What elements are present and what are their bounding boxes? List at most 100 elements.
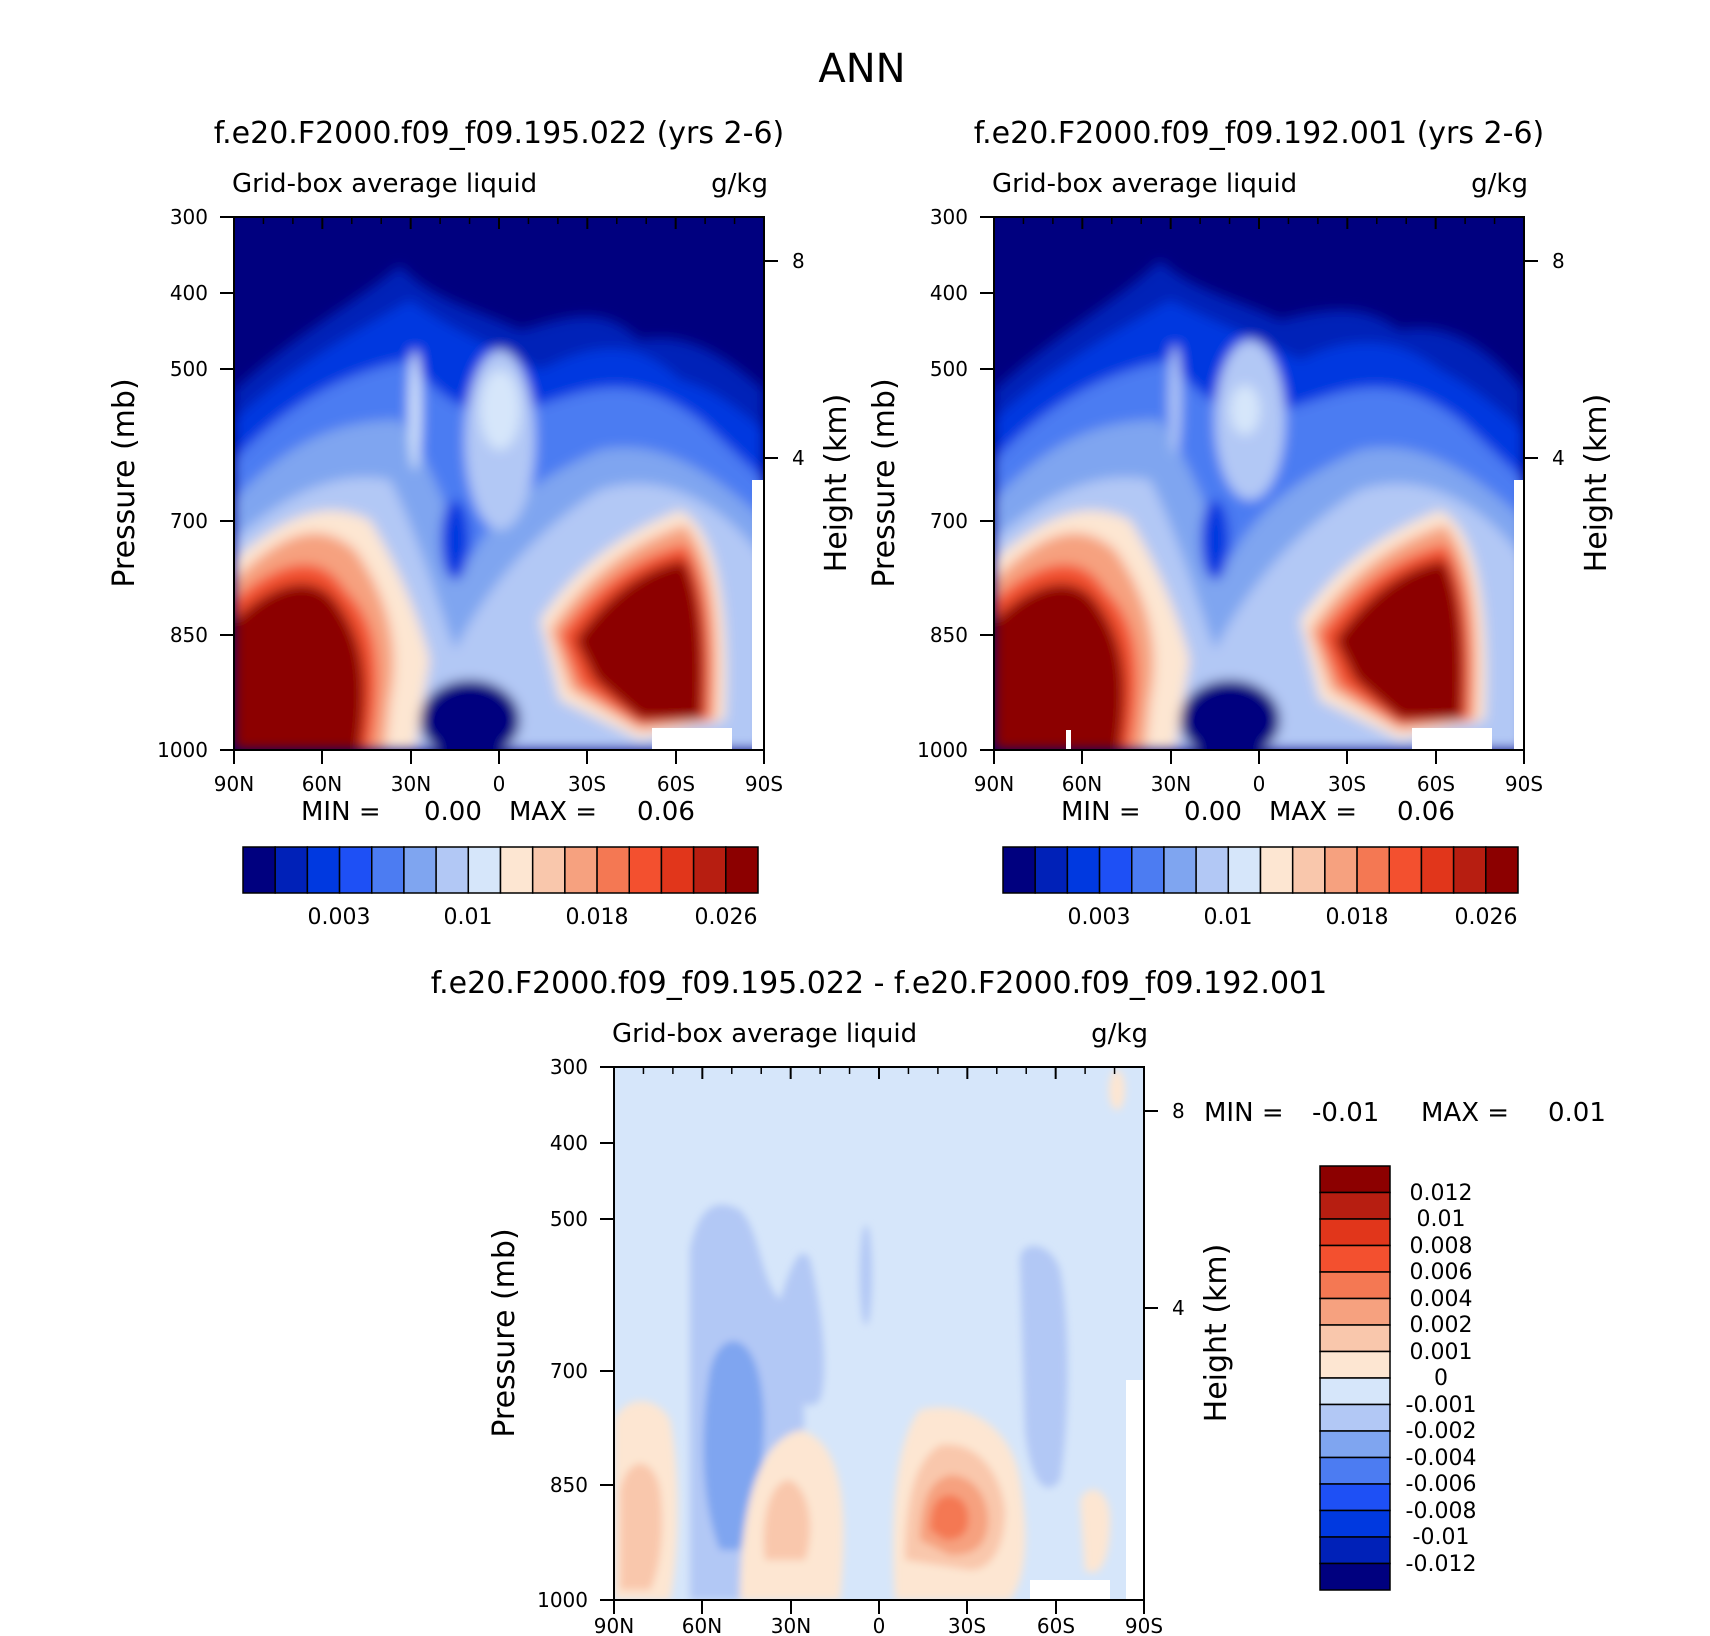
panel-c-ytick-850: 850 <box>550 1473 588 1497</box>
colorbar-swatch-0 <box>1319 1165 1391 1194</box>
panel-b-cbar-label-0: 0.003 <box>1068 905 1131 930</box>
colorbar-swatch-0 <box>1002 846 1036 894</box>
colorbar-swatch-11 <box>1356 846 1390 894</box>
panel-b-ytick-500: 500 <box>930 357 968 381</box>
panel-b-x-axis: 90N 60N 30N 0 30S 60S 90S <box>974 750 1543 796</box>
colorbar-swatch-1 <box>1319 1191 1391 1220</box>
colorbar-swatch-5 <box>403 846 437 894</box>
colorbar-swatch-8 <box>499 846 534 894</box>
panel-a-minmax: MIN = 0.00 MAX = 0.06 <box>301 797 695 827</box>
panel-a-min-label: MIN = <box>301 797 381 827</box>
panel-a-x-axis: 90N 60N 30N 0 30S 60S 90S <box>214 750 783 796</box>
panel-c-cbar-label-14: -0.012 <box>1406 1552 1477 1577</box>
panel-a-y2-axis: 8 4 <box>764 249 805 470</box>
colorbar-swatch-2 <box>1319 1218 1391 1247</box>
panel-b-ytick-400: 400 <box>930 281 968 305</box>
colorbar-swatch-13 <box>1319 1509 1391 1538</box>
colorbar-swatch-14 <box>1319 1536 1391 1565</box>
panel-a-y-axis: 300 400 500 700 850 1000 <box>157 205 234 762</box>
colorbar-swatch-6 <box>1319 1324 1391 1353</box>
panel-a-contour-field <box>234 217 764 750</box>
panel-c-ytick-700: 700 <box>550 1359 588 1383</box>
colorbar-swatch-12 <box>628 846 663 894</box>
panel-a-xtick-90n: 90N <box>214 772 254 796</box>
panel-a-ytick-850: 850 <box>170 623 208 647</box>
panel-b-ytick-700: 700 <box>930 509 968 533</box>
panel-b-xtick-60n: 60N <box>1062 772 1102 796</box>
colorbar-swatch-15 <box>1485 846 1519 894</box>
panel-c-y2tick-4: 4 <box>1172 1296 1185 1320</box>
colorbar-swatch-11 <box>596 846 630 894</box>
panel-c-variable-label: Grid-box average liquid <box>612 1019 917 1049</box>
panel-c-xtick-30s: 30S <box>948 1614 986 1636</box>
colorbar-swatch-9 <box>531 846 566 894</box>
panel-b-title: f.e20.F2000.f09_f09.192.001 (yrs 2-6) <box>974 116 1544 151</box>
panel-b-y2tick-8: 8 <box>1552 249 1565 273</box>
panel-b-colorbar: 0.003 0.01 0.018 0.026 <box>1002 846 1519 930</box>
panel-c-cbar-label-1: 0.01 <box>1417 1207 1466 1232</box>
colorbar-swatch-2 <box>306 846 341 894</box>
panel-c-xtick-90n: 90N <box>594 1614 634 1636</box>
colorbar-swatch-4 <box>371 846 405 894</box>
panel-b-ytick-300: 300 <box>930 205 968 229</box>
colorbar-swatch-14 <box>692 846 727 894</box>
colorbar-swatch-0 <box>242 846 276 894</box>
panel-a-xtick-60n: 60N <box>302 772 342 796</box>
panel-c-cbar-label-6: 0.001 <box>1410 1340 1473 1365</box>
colorbar-swatch-10 <box>564 846 598 894</box>
colorbar-swatch-7 <box>1319 1350 1391 1379</box>
colorbar-swatch-10 <box>1319 1430 1391 1459</box>
panel-b-min-value: 0.00 <box>1184 797 1242 827</box>
colorbar-swatch-13 <box>1420 846 1455 894</box>
panel-c-colorbar: 0.012 0.01 0.008 0.006 0.004 0.002 0.001… <box>1319 1165 1477 1591</box>
panel-b-max-label: MAX = <box>1269 797 1357 827</box>
panel-b-xtick-60s: 60S <box>1417 772 1455 796</box>
colorbar-swatch-3 <box>1319 1244 1391 1273</box>
colorbar-swatch-8 <box>1319 1377 1391 1406</box>
panel-a-variable-label: Grid-box average liquid <box>232 169 537 199</box>
panel-c-cbar-label-11: -0.006 <box>1406 1472 1477 1497</box>
panel-a-ylabel: Pressure (mb) <box>107 378 142 587</box>
colorbar-swatch-15 <box>1319 1562 1391 1591</box>
panel-b-cbar-label-1: 0.01 <box>1204 905 1253 930</box>
panel-c-y-axis: 300 400 500 700 850 1000 <box>537 1055 614 1612</box>
panel-c-cbar-label-3: 0.006 <box>1410 1260 1473 1285</box>
panel-b-minmax: MIN = 0.00 MAX = 0.06 <box>1061 797 1455 827</box>
panel-c-xtick-60s: 60S <box>1037 1614 1075 1636</box>
colorbar-swatch-9 <box>1319 1403 1391 1432</box>
panel-a-max-value: 0.06 <box>637 797 695 827</box>
panel-a-y2tick-4: 4 <box>792 446 805 470</box>
panel-c-max-value: 0.01 <box>1548 1098 1606 1128</box>
colorbar-swatch-4 <box>1131 846 1165 894</box>
panel-c-cbar-label-9: -0.002 <box>1406 1419 1477 1444</box>
colorbar-swatch-10 <box>1324 846 1358 894</box>
panel-c-xtick-90s: 90S <box>1125 1614 1163 1636</box>
colorbar-swatch-2 <box>1066 846 1101 894</box>
panel-b-variable-label: Grid-box average liquid <box>992 169 1297 199</box>
panel-c-cbar-label-0: 0.012 <box>1410 1181 1473 1206</box>
panel-b-min-label: MIN = <box>1061 797 1141 827</box>
colorbar-swatch-1 <box>274 846 309 894</box>
panel-c-units-label: g/kg <box>1091 1019 1148 1049</box>
panel-a-ytick-300: 300 <box>170 205 208 229</box>
colorbar-swatch-7 <box>1227 846 1262 894</box>
panel-c-xtick-0: 0 <box>873 1614 886 1636</box>
panel-c-minmax: MIN = -0.01 MAX = 0.01 <box>1204 1098 1606 1128</box>
panel-c-ytick-1000: 1000 <box>537 1588 588 1612</box>
panel-b-contour-field <box>994 217 1524 750</box>
colorbar-swatch-15 <box>725 846 759 894</box>
panel-b-xtick-30s: 30S <box>1328 772 1366 796</box>
panel-c-x-axis: 90N 60N 30N 0 30S 60S 90S <box>594 1600 1163 1636</box>
colorbar-swatch-3 <box>1098 846 1133 894</box>
panel-a-cbar-label-3: 0.026 <box>695 905 758 930</box>
panel-b-xtick-30n: 30N <box>1151 772 1191 796</box>
panel-c-title: f.e20.F2000.f09_f09.195.022 - f.e20.F200… <box>431 966 1327 1001</box>
panel-b-max-value: 0.06 <box>1397 797 1455 827</box>
panel-c-y2tick-8: 8 <box>1172 1099 1185 1123</box>
panel-c: f.e20.F2000.f09_f09.195.022 - f.e20.F200… <box>431 966 1606 1636</box>
panel-c-min-label: MIN = <box>1204 1098 1284 1128</box>
panel-c-cbar-label-5: 0.002 <box>1410 1313 1473 1338</box>
panel-a-cbar-label-1: 0.01 <box>444 905 493 930</box>
colorbar-swatch-4 <box>1319 1271 1391 1300</box>
colorbar-swatch-3 <box>338 846 373 894</box>
